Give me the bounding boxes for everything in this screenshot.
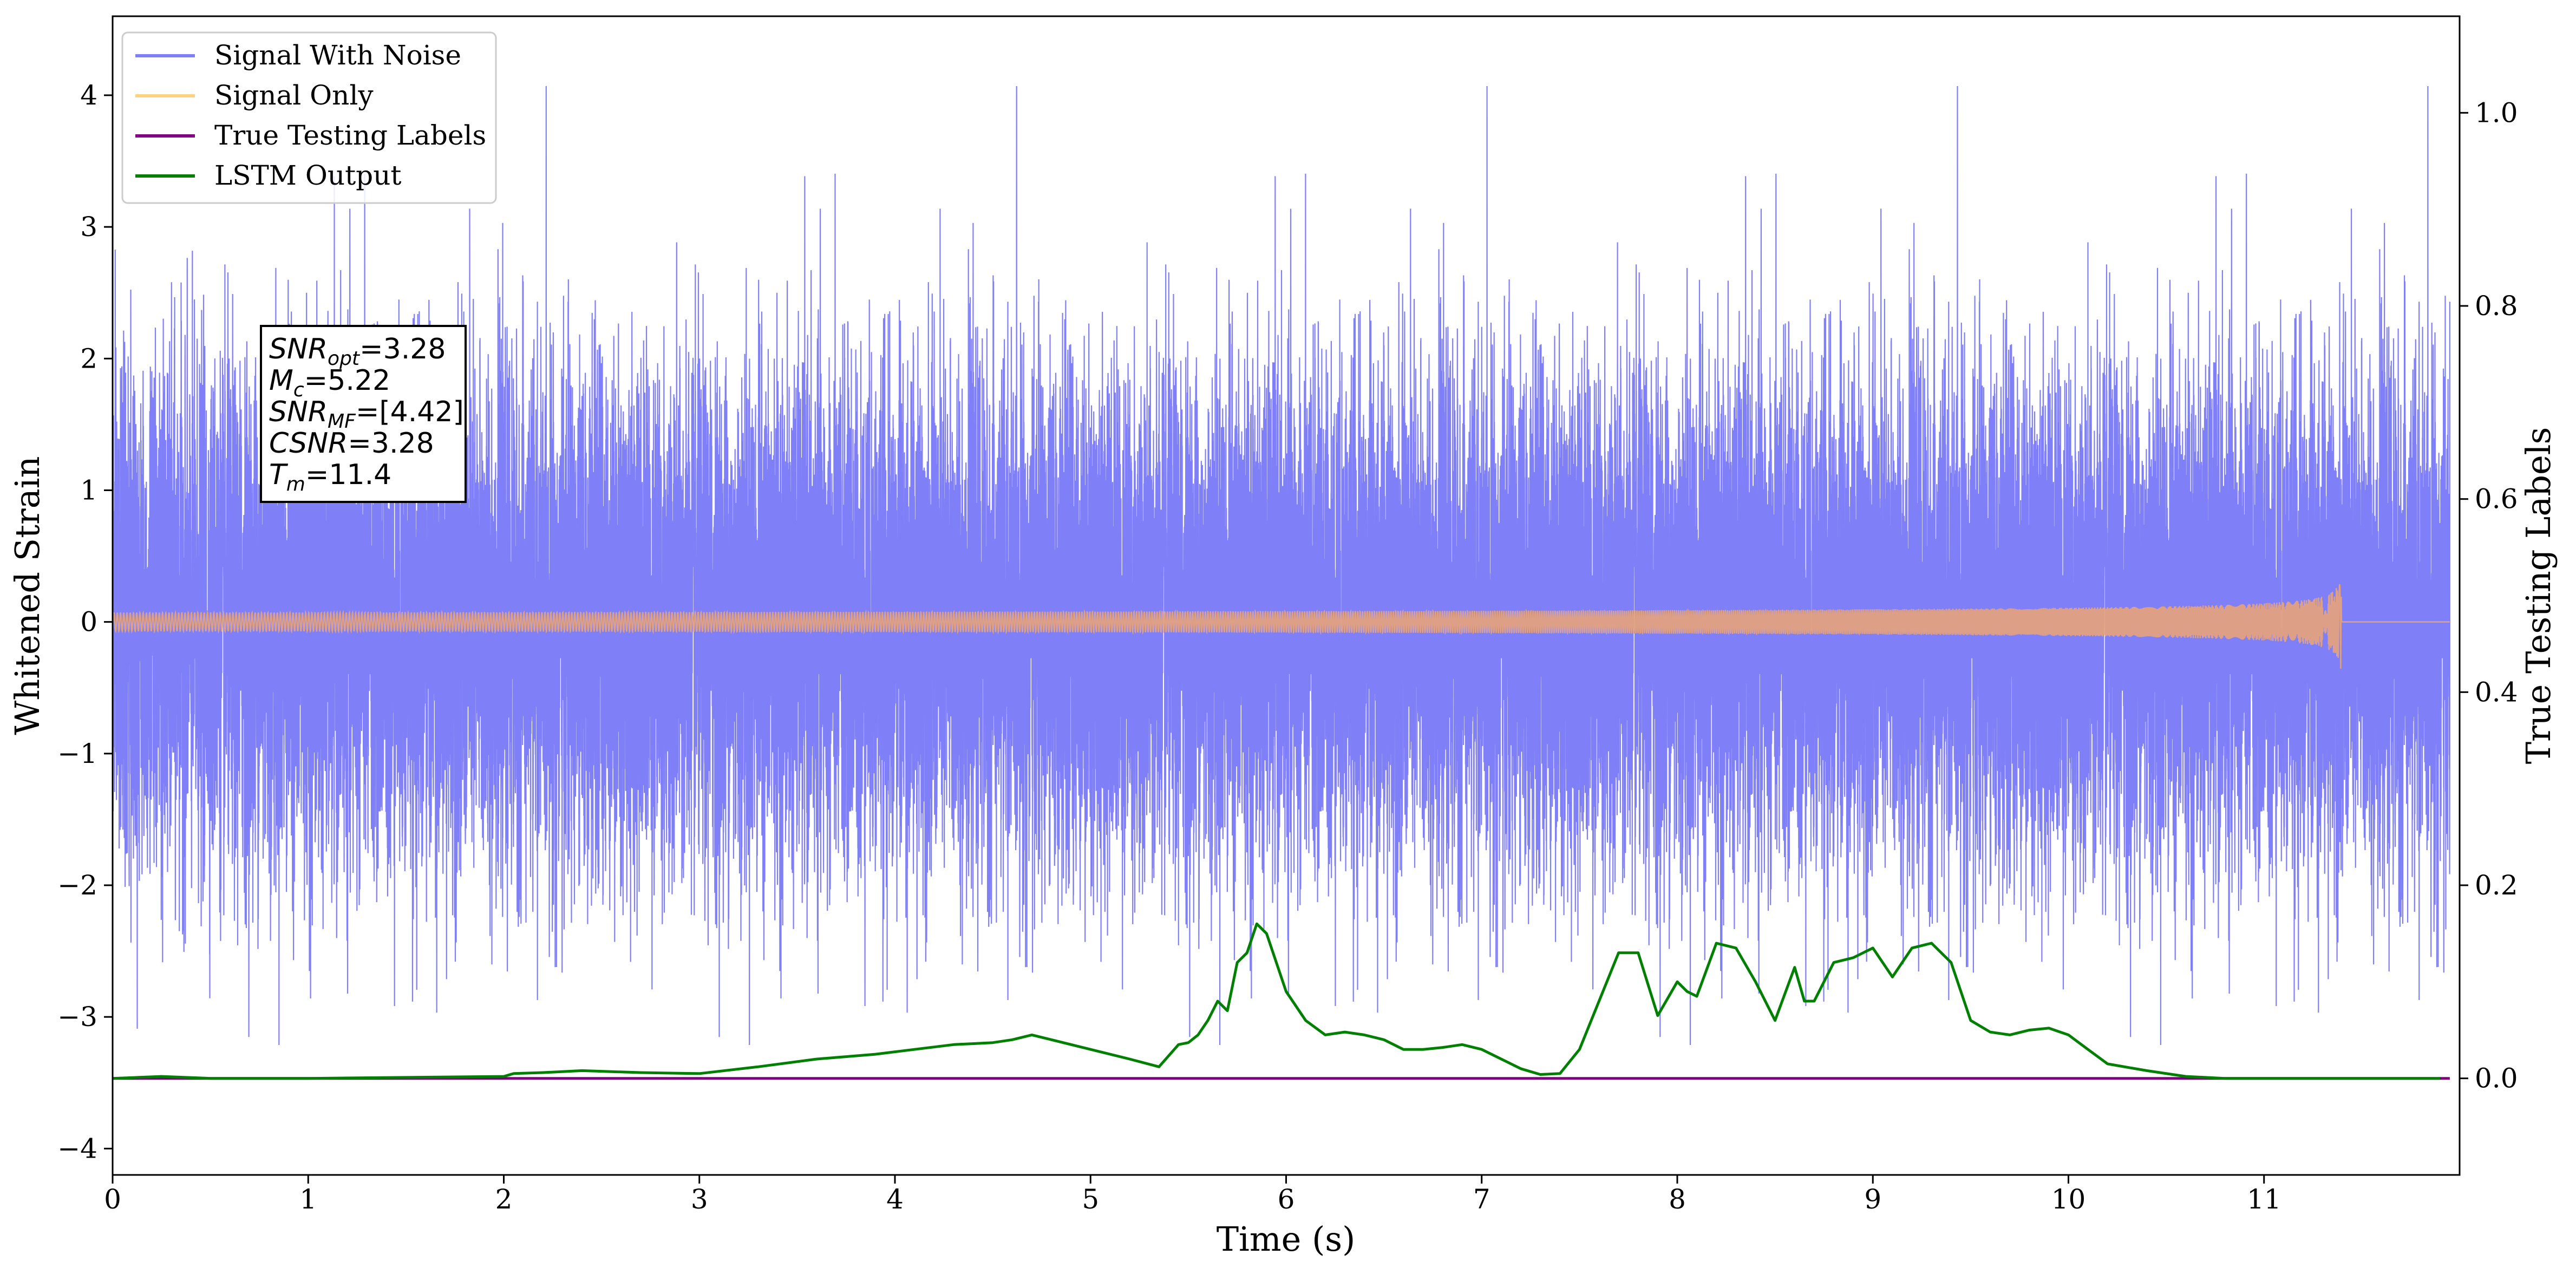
legend-label: Signal With Noise xyxy=(214,40,461,71)
y-tick-label: −4 xyxy=(57,1133,97,1164)
x-axis-label: Time (s) xyxy=(1217,1219,1356,1259)
y-right-tick-label: 0.6 xyxy=(2475,484,2518,515)
y-axis-left: −4 −3 −2 −1 0 1 2 3 4 xyxy=(57,80,113,1164)
x-axis: 0 1 2 3 4 5 6 7 8 9 10 11 xyxy=(104,1175,2281,1215)
x-tick-label: 8 xyxy=(1669,1184,1686,1215)
legend-label: LSTM Output xyxy=(214,160,401,191)
x-tick-label: 2 xyxy=(495,1184,513,1215)
series-signal-with-noise xyxy=(113,86,2450,1046)
y-right-tick-label: 0.8 xyxy=(2475,290,2518,322)
x-tick-label: 6 xyxy=(1278,1184,1295,1215)
annotation-line: Tm=11.4 xyxy=(269,459,391,495)
series-layer xyxy=(113,86,2450,1080)
x-tick-label: 4 xyxy=(886,1184,904,1215)
x-tick-label: 7 xyxy=(1473,1184,1490,1215)
y-tick-label: −2 xyxy=(57,870,97,901)
annotation-line: Mc=5.22 xyxy=(269,364,390,401)
legend: Signal With Noise Signal Only True Testing… xyxy=(121,31,497,204)
annotation-box: SNRopt=3.28Mc=5.22SNRMF=[4.42]CSNR=3.28T… xyxy=(260,325,467,503)
legend-label: Signal Only xyxy=(214,80,374,111)
x-tick-label: 5 xyxy=(1082,1184,1099,1215)
x-tick-label: 1 xyxy=(299,1184,317,1215)
legend-label: True Testing Labels xyxy=(214,120,486,151)
y-tick-label: 1 xyxy=(80,474,97,506)
series-signal-only xyxy=(113,584,2450,669)
y-tick-label: −1 xyxy=(57,738,97,769)
y-right-tick-label: 1.0 xyxy=(2475,97,2518,128)
x-tick-label: 11 xyxy=(2247,1184,2281,1215)
x-tick-label: 9 xyxy=(1864,1184,1881,1215)
x-tick-label: 3 xyxy=(691,1184,708,1215)
y-tick-label: 4 xyxy=(80,80,97,111)
y-right-tick-label: 0.4 xyxy=(2475,676,2518,708)
y-right-tick-label: 0.0 xyxy=(2475,1063,2518,1094)
y-tick-label: −3 xyxy=(57,1001,97,1033)
series-lstm-output xyxy=(113,922,2440,1080)
y-right-tick-label: 0.2 xyxy=(2475,870,2518,901)
annotation-line: CSNR=3.28 xyxy=(269,427,434,460)
x-tick-label: 0 xyxy=(104,1184,121,1215)
y-axis-right: 0.0 0.2 0.4 0.6 0.8 1.0 xyxy=(2460,97,2518,1094)
y-tick-label: 3 xyxy=(80,211,97,243)
y-axis-label-right: True Testing Labels xyxy=(2519,427,2558,765)
y-axis-label-left: Whitened Strain xyxy=(8,456,47,735)
x-tick-label: 10 xyxy=(2051,1184,2086,1215)
annotation-line: SNRopt=3.28 xyxy=(269,333,446,370)
y-tick-label: 2 xyxy=(80,343,97,374)
annotation-line: SNRMF=[4.42] xyxy=(269,396,464,433)
y-tick-label: 0 xyxy=(80,606,97,638)
